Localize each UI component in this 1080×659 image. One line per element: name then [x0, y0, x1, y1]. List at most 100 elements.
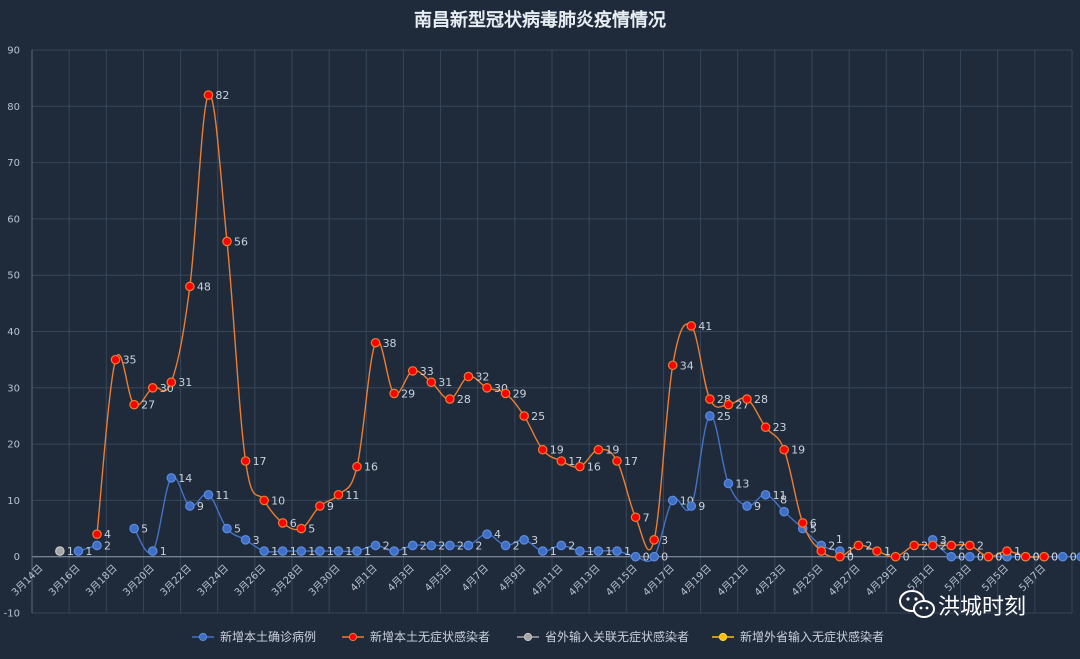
- data-label: 19: [550, 444, 564, 457]
- y-tick-label: 0: [14, 552, 20, 563]
- data-label: 1: [308, 545, 315, 558]
- series-2: 1: [55, 545, 74, 558]
- data-point: [723, 399, 734, 410]
- data-label: 1: [67, 545, 74, 558]
- data-point: [389, 388, 399, 399]
- data-label: 10: [271, 494, 285, 507]
- data-label: 0: [995, 551, 1002, 564]
- data-point: [649, 535, 659, 545]
- data-label: 1: [327, 545, 334, 558]
- data-point: [370, 540, 381, 551]
- data-point: [166, 473, 177, 483]
- data-point: [519, 535, 529, 545]
- y-tick-label: 70: [7, 158, 20, 169]
- y-tick-label: 80: [7, 102, 20, 113]
- data-point: [166, 377, 177, 387]
- data-point: [129, 399, 139, 410]
- data-point: [556, 456, 567, 466]
- data-label: 17: [624, 455, 638, 468]
- data-label: 19: [605, 444, 619, 457]
- data-label: 0: [958, 551, 965, 564]
- data-label: 34: [680, 359, 694, 372]
- data-label: 16: [364, 461, 378, 474]
- legend-label: 新增本土无症状感染者: [370, 629, 490, 644]
- data-point: [92, 529, 102, 539]
- data-point: [426, 377, 437, 387]
- data-label: 28: [754, 393, 768, 406]
- data-point: [779, 506, 789, 517]
- data-label: 1: [364, 545, 371, 558]
- data-point: [315, 546, 325, 556]
- data-label: 2: [940, 539, 947, 552]
- data-point: [389, 546, 399, 556]
- data-label: 0: [643, 551, 650, 564]
- data-label: 17: [253, 455, 267, 468]
- data-point: [147, 382, 158, 393]
- data-label: 5: [308, 523, 315, 536]
- data-point: [147, 546, 158, 556]
- data-label: 82: [215, 89, 229, 102]
- data-point: [370, 337, 381, 348]
- data-point: [816, 546, 827, 556]
- data-label: 1: [836, 533, 843, 546]
- data-label: 9: [698, 500, 705, 513]
- data-point: [407, 366, 418, 376]
- data-label: 0: [847, 551, 854, 564]
- wechat-icon: [899, 590, 935, 618]
- data-label: 9: [197, 500, 204, 513]
- data-point: [500, 388, 511, 399]
- legend-entry-2: 省外输入关联无症状感染者: [517, 629, 689, 644]
- data-point: [965, 551, 975, 562]
- legend-label: 新增本土确诊病例: [220, 629, 316, 644]
- data-point: [705, 411, 715, 421]
- data-label: 3: [940, 534, 947, 547]
- data-point: [445, 394, 455, 404]
- data-label: 2: [568, 539, 575, 552]
- data-point: [853, 540, 864, 551]
- legend-marker: [523, 632, 533, 642]
- data-label: 19: [791, 444, 805, 457]
- data-label: 0: [995, 551, 1002, 564]
- y-tick-label: 50: [7, 271, 20, 282]
- data-point: [612, 546, 622, 556]
- data-label: 2: [865, 539, 872, 552]
- data-label: 2: [977, 539, 984, 552]
- watermark-text: 洪城时刻: [938, 595, 1026, 620]
- data-label: 14: [178, 472, 192, 485]
- data-label: 11: [773, 489, 787, 502]
- data-point: [1020, 551, 1031, 562]
- legend-marker: [348, 632, 358, 642]
- watermark: 洪城时刻: [899, 590, 1026, 620]
- data-point: [983, 551, 994, 562]
- data-label: 8: [780, 494, 787, 507]
- data-point: [649, 551, 659, 562]
- data-point: [110, 354, 121, 365]
- data-point: [667, 495, 678, 506]
- data-point: [129, 523, 139, 534]
- data-point: [927, 540, 938, 551]
- data-point: [519, 411, 529, 421]
- legend-marker: [198, 632, 208, 642]
- data-point: [965, 540, 975, 551]
- data-point: [92, 540, 102, 551]
- data-point: [760, 422, 771, 433]
- data-point: [686, 501, 697, 511]
- data-label: 0: [977, 551, 984, 564]
- data-point: [352, 546, 362, 556]
- data-point: [445, 540, 455, 551]
- data-label: 28: [457, 393, 471, 406]
- data-point: [686, 321, 697, 331]
- data-label: 2: [475, 539, 482, 552]
- legend-label: 省外输入关联无症状感染者: [545, 629, 689, 644]
- data-point: [333, 489, 344, 500]
- data-label: 1: [271, 545, 278, 558]
- data-label: 0: [661, 551, 668, 564]
- data-point: [575, 546, 585, 556]
- data-point: [835, 551, 845, 562]
- data-label: 3: [661, 534, 668, 547]
- data-label: 9: [327, 500, 334, 513]
- data-label: 5: [141, 523, 148, 536]
- data-point: [537, 546, 548, 556]
